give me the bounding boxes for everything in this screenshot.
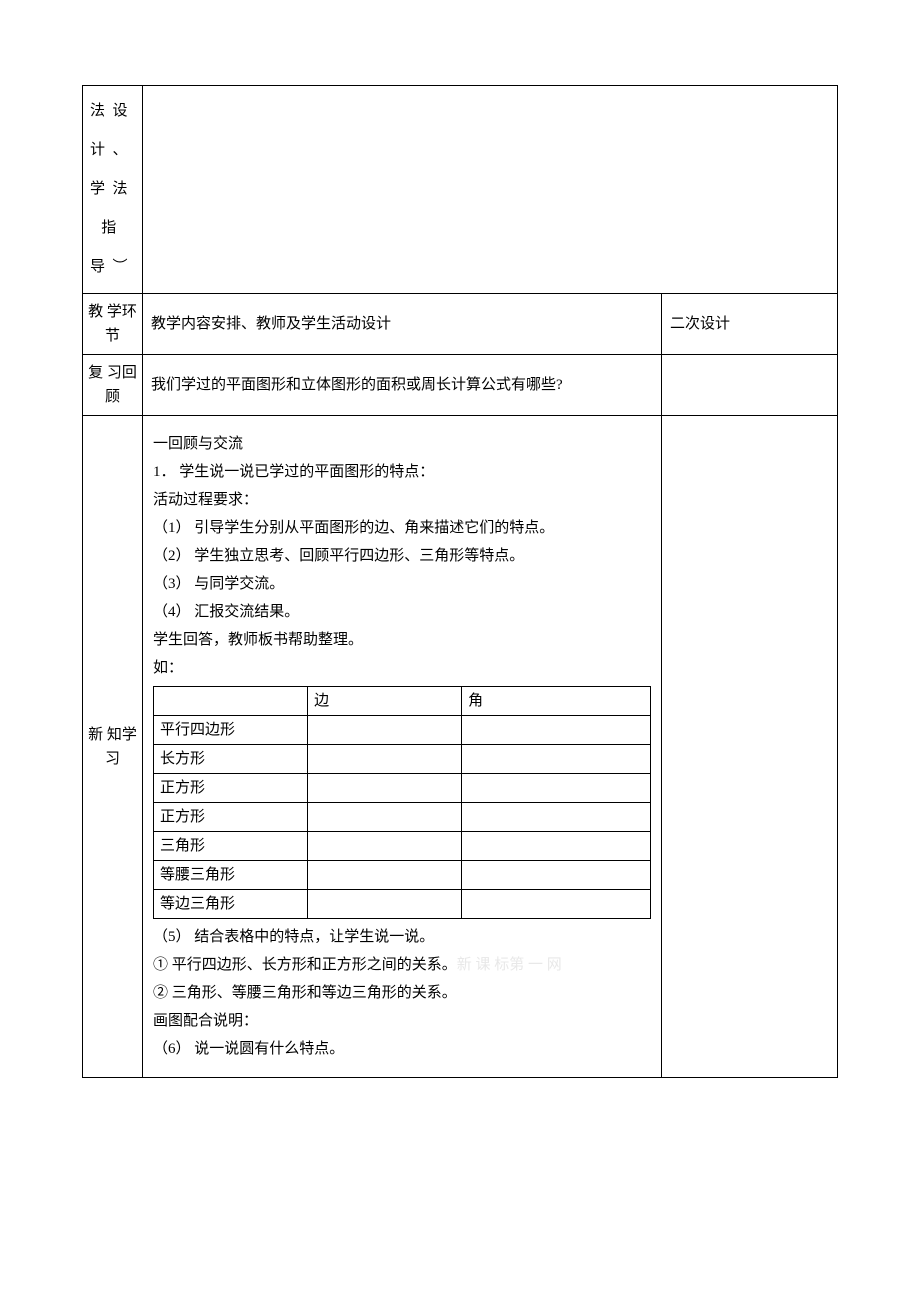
table-cell: [462, 832, 651, 861]
table-row: 等腰三角形: [154, 861, 651, 890]
text-line: （2） 学生独立思考、回顾平行四边形、三角形等特点。: [153, 544, 651, 568]
text-line: （4） 汇报交流结果。: [153, 600, 651, 624]
shapes-table: 边 角 平行四边形 长方形: [153, 686, 651, 919]
watermark-text: 新 课 标第 一 网: [457, 957, 562, 973]
table-cell: 边: [308, 687, 462, 716]
table-cell: 正方形: [154, 803, 308, 832]
table-cell: 等腰三角形: [154, 861, 308, 890]
text-line: （6） 说一说圆有什么特点。: [153, 1037, 651, 1061]
table-cell: [462, 803, 651, 832]
label-new-learning: 新 知学习: [83, 416, 143, 1078]
table-cell: [308, 745, 462, 774]
table-cell: [154, 687, 308, 716]
text-line: （5） 结合表格中的特点，让学生说一说。: [153, 925, 651, 949]
table-cell: 三角形: [154, 832, 308, 861]
new-learning-secondary: [662, 416, 838, 1078]
text-line: ① 平行四边形、长方形和正方形之间的关系。新 课 标第 一 网: [153, 953, 651, 977]
table-cell: [308, 890, 462, 919]
table-cell: [462, 861, 651, 890]
table-row: 正方形: [154, 774, 651, 803]
table-cell: [308, 832, 462, 861]
text-line: 一回顾与交流: [153, 432, 651, 456]
table-cell: 正方形: [154, 774, 308, 803]
table-cell: [308, 774, 462, 803]
table-row: 长方形: [154, 745, 651, 774]
table-cell: [308, 716, 462, 745]
table-cell: 长方形: [154, 745, 308, 774]
header-secondary: 二次设计: [662, 294, 838, 355]
table-cell: 等边三角形: [154, 890, 308, 919]
label-stage: 教 学环节: [83, 294, 143, 355]
table-cell: 平行四边形: [154, 716, 308, 745]
label-review: 复 习回顾: [83, 355, 143, 416]
document-page: 法设计、学法指导︶ 教 学环节 教学内容安排、教师及学生活动设计 二次设计 复 …: [0, 0, 920, 1302]
cell-method-content: [143, 86, 838, 294]
table-row: 三角形: [154, 832, 651, 861]
table-cell: [462, 716, 651, 745]
text-line: （1） 引导学生分别从平面图形的边、角来描述它们的特点。: [153, 516, 651, 540]
table-cell: [462, 890, 651, 919]
row-header: 教 学环节 教学内容安排、教师及学生活动设计 二次设计: [83, 294, 838, 355]
table-cell: [308, 803, 462, 832]
table-cell: 角: [462, 687, 651, 716]
text-line: ② 三角形、等腰三角形和等边三角形的关系。: [153, 981, 651, 1005]
text-line: 1． 学生说一说已学过的平面图形的特点：: [153, 460, 651, 484]
row-method-design: 法设计、学法指导︶: [83, 86, 838, 294]
table-cell: [308, 861, 462, 890]
header-content: 教学内容安排、教师及学生活动设计: [143, 294, 662, 355]
text-line: 学生回答，教师板书帮助整理。: [153, 628, 651, 652]
label-method: 法设计、学法指导︶: [83, 86, 143, 294]
new-learning-content: 一回顾与交流 1． 学生说一说已学过的平面图形的特点： 活动过程要求： （1） …: [143, 416, 662, 1078]
lesson-plan-table: 法设计、学法指导︶ 教 学环节 教学内容安排、教师及学生活动设计 二次设计 复 …: [82, 85, 838, 1078]
table-row: 正方形: [154, 803, 651, 832]
text-line: 画图配合说明：: [153, 1009, 651, 1033]
review-content: 我们学过的平面图形和立体图形的面积或周长计算公式有哪些?: [143, 355, 662, 416]
row-new-learning: 新 知学习 一回顾与交流 1． 学生说一说已学过的平面图形的特点： 活动过程要求…: [83, 416, 838, 1078]
text-line: 活动过程要求：: [153, 488, 651, 512]
text-line: （3） 与同学交流。: [153, 572, 651, 596]
table-cell: [462, 774, 651, 803]
review-secondary: [662, 355, 838, 416]
table-cell: [462, 745, 651, 774]
text-line: 如：: [153, 656, 651, 680]
row-review: 复 习回顾 我们学过的平面图形和立体图形的面积或周长计算公式有哪些?: [83, 355, 838, 416]
table-row: 等边三角形: [154, 890, 651, 919]
table-row: 平行四边形: [154, 716, 651, 745]
table-row: 边 角: [154, 687, 651, 716]
